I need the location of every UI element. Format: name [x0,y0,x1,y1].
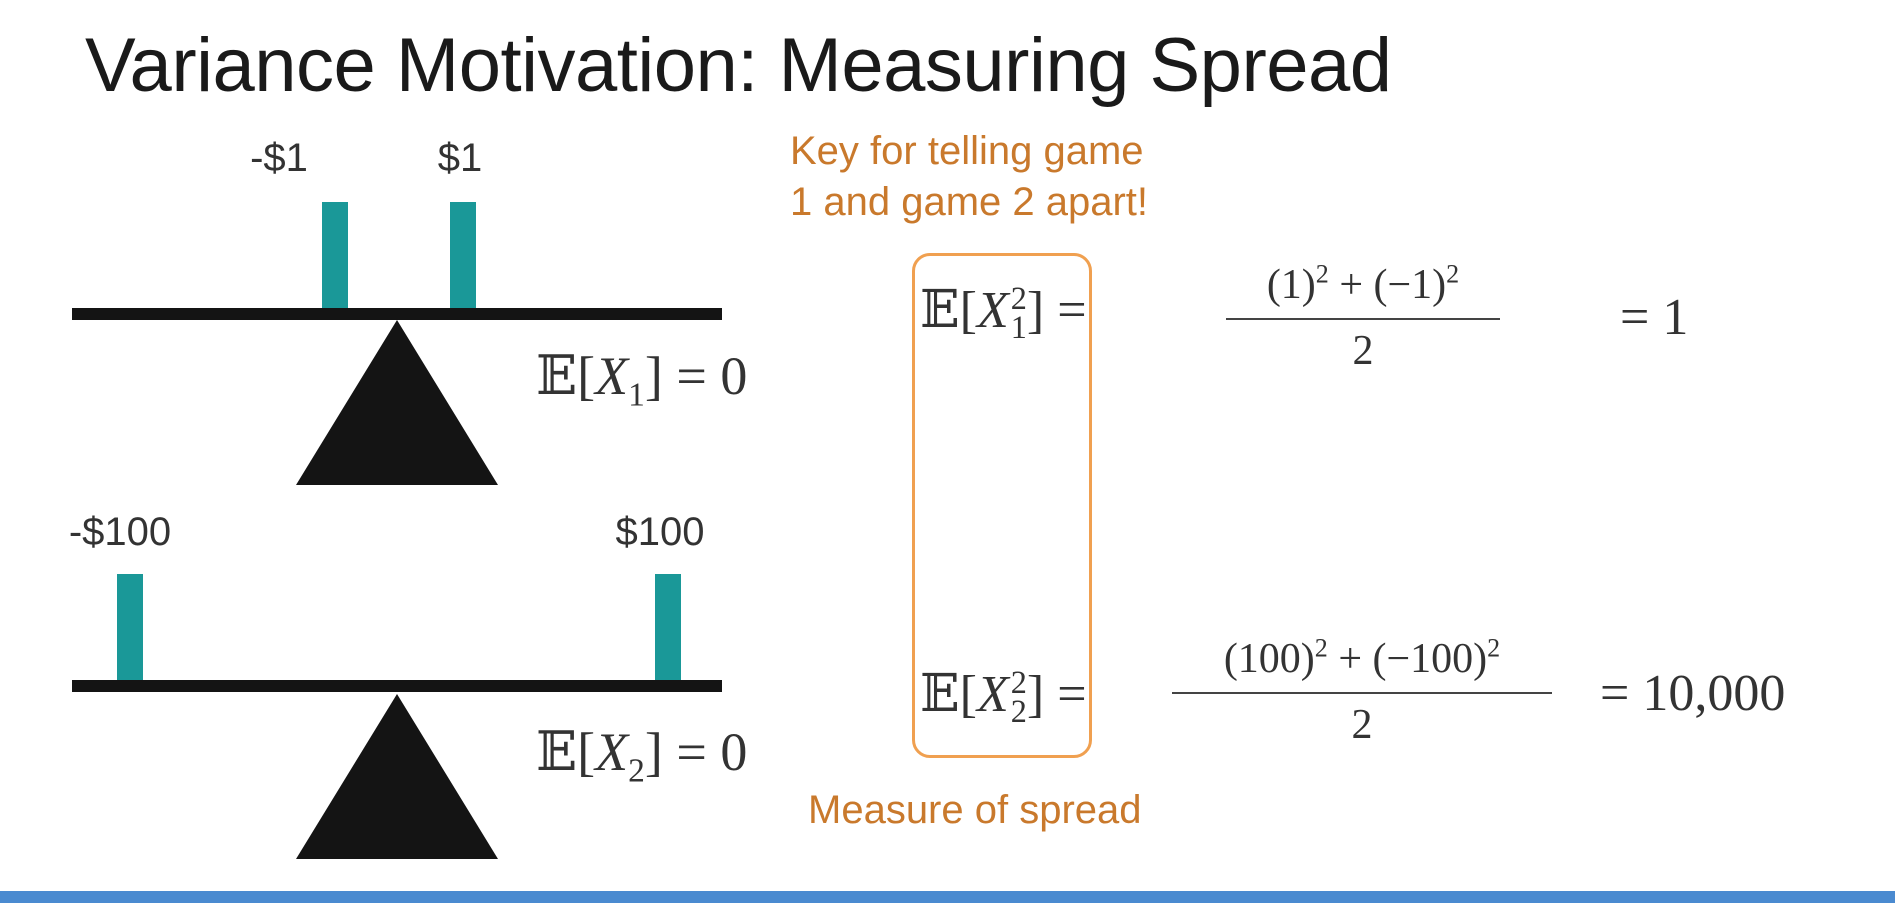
eq2-denominator: 2 [1351,702,1373,749]
game1-fulcrum [296,320,498,485]
game2-value-pos: $100 [615,510,705,554]
eq2-fraction: (100)2 + (−100)2 2 [1172,633,1552,749]
eq2-result: = 10,000 [1600,665,1786,722]
game1-expectation: 𝔼[X1] = 0 [536,344,748,414]
eq1-denominator: 2 [1352,328,1374,375]
slide-title: Variance Motivation: Measuring Spread [85,23,1392,108]
game1-value-neg: -$1 [250,136,308,180]
game2-stick-neg [117,574,143,684]
game1-value-pos: $1 [437,136,483,180]
bottom-accent-bar [0,891,1895,903]
game1-beam [72,308,722,320]
game2-fulcrum [296,694,498,859]
game2-beam [72,680,722,692]
eq1-lhs: 𝔼[X 2 1] = [920,280,1087,346]
game2-stick-pos [655,574,681,684]
annotation-spread: Measure of spread [808,788,1142,832]
game2-expectation: 𝔼[X2] = 0 [536,720,748,790]
eq1-numerator: (1)2 + (−1)2 [1266,259,1460,308]
eq1-fraction-bar [1226,318,1500,321]
eq2-fraction-bar [1172,692,1552,695]
game2-value-neg: -$100 [68,510,172,554]
annotation-key-line1: Key for telling game [790,129,1144,173]
game1-stick-neg [322,202,348,312]
eq2-lhs: 𝔼[X 2 2] = [920,664,1087,730]
eq1-fraction: (1)2 + (−1)2 2 [1226,259,1500,375]
annotation-key-line2: 1 and game 2 apart! [790,180,1149,225]
annotation-key: Key for telling game 1 and game 2 apart! [790,126,1148,228]
eq1-result: = 1 [1620,289,1689,346]
eq2-numerator: (100)2 + (−100)2 [1223,633,1501,682]
second-moment-highlight-box [912,253,1092,758]
game1-stick-pos [450,202,476,312]
